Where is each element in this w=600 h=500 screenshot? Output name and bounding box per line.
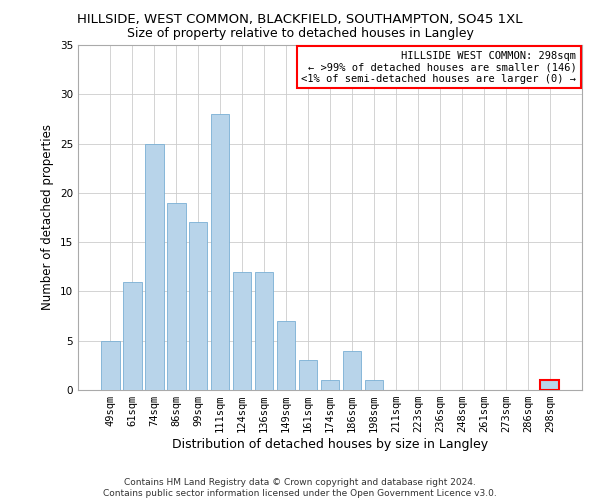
Bar (233, 272, 251, 390)
Bar (541, 380, 559, 390)
Text: HILLSIDE WEST COMMON: 298sqm
← >99% of detached houses are smaller (146)
<1% of : HILLSIDE WEST COMMON: 298sqm ← >99% of d… (301, 50, 577, 84)
Text: Size of property relative to detached houses in Langley: Size of property relative to detached ho… (127, 28, 473, 40)
Y-axis label: Number of detached properties: Number of detached properties (41, 124, 55, 310)
X-axis label: Distribution of detached houses by size in Langley: Distribution of detached houses by size … (172, 438, 488, 451)
Text: Contains HM Land Registry data © Crown copyright and database right 2024.
Contai: Contains HM Land Registry data © Crown c… (103, 478, 497, 498)
Text: HILLSIDE, WEST COMMON, BLACKFIELD, SOUTHAMPTON, SO45 1XL: HILLSIDE, WEST COMMON, BLACKFIELD, SOUTH… (77, 12, 523, 26)
Bar (343, 350, 361, 390)
Bar (167, 202, 185, 390)
Bar (123, 282, 142, 390)
Bar (255, 272, 274, 390)
Bar (101, 340, 119, 390)
Bar (211, 114, 229, 390)
Bar (145, 144, 164, 390)
Bar (277, 321, 295, 390)
Bar (189, 222, 208, 390)
Bar (365, 380, 383, 390)
Bar (299, 360, 317, 390)
Bar (320, 380, 340, 390)
